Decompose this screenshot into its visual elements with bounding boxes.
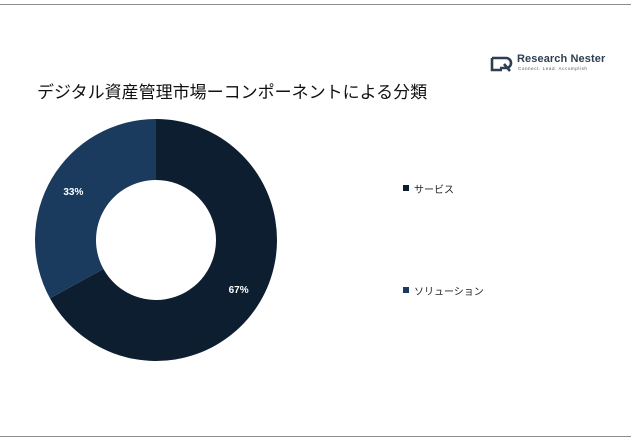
research-nester-logo: Research Nester Connect. Lead. Accomplis…: [489, 53, 609, 75]
legend-label-solutions: ソリューション: [414, 287, 484, 298]
research-nester-logo-icon: [490, 56, 513, 72]
legend-item-solutions: ソリューション: [403, 283, 583, 298]
donut-slice-services: [49, 119, 278, 361]
donut-data-labels: 67% 33%: [63, 187, 248, 296]
legend-label-services: サービス: [414, 185, 454, 196]
chart-title: デジタル資産管理市場ーコンポーネントによる分類: [37, 83, 428, 103]
bottom-divider: [0, 436, 631, 437]
logo-name: Research Nester: [517, 53, 606, 65]
donut-slice-solutions: [35, 119, 157, 299]
legend-item-services: サービス: [403, 181, 583, 196]
logo-tagline: Connect. Lead. Accomplish: [518, 66, 588, 71]
legend-swatch-solutions: [403, 287, 409, 293]
data-label-solutions: 33%: [63, 187, 83, 198]
top-divider: [0, 4, 631, 5]
donut-slices: [35, 119, 278, 361]
legend-swatch-services: [403, 185, 409, 191]
data-label-services: 67%: [229, 285, 249, 296]
